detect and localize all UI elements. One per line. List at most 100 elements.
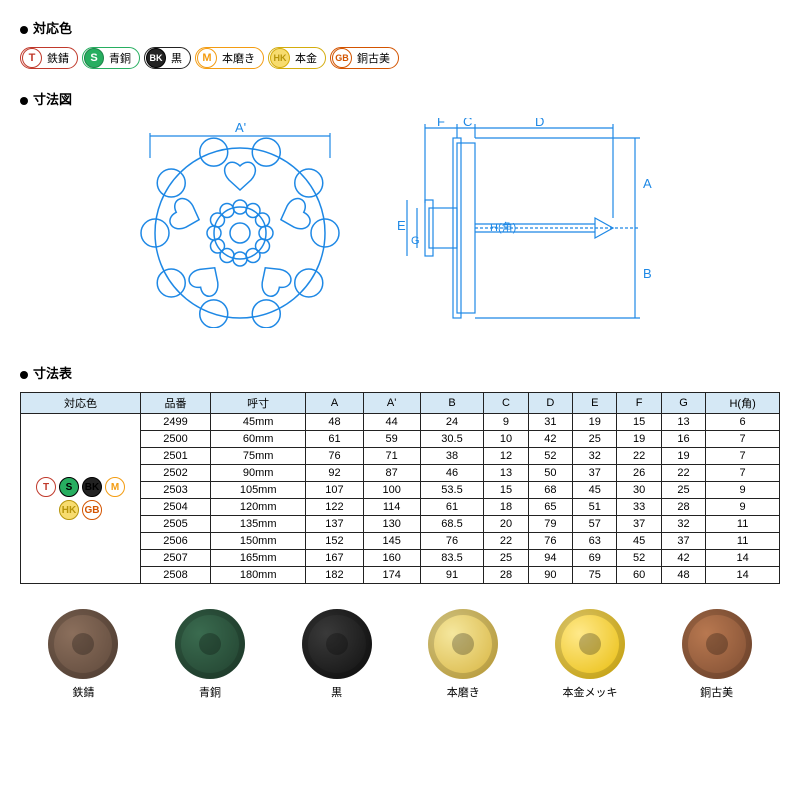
badge-label: 黒 bbox=[169, 50, 184, 66]
table-cell: 150mm bbox=[210, 533, 305, 550]
table-header-cell: E bbox=[573, 393, 617, 414]
badge-label: 本金 bbox=[293, 50, 319, 66]
table-cell: 12 bbox=[484, 448, 528, 465]
table-cell: 26 bbox=[617, 465, 661, 482]
table-cell: 19 bbox=[573, 414, 617, 431]
table-cell: 50 bbox=[528, 465, 572, 482]
table-header-cell: C bbox=[484, 393, 528, 414]
table-cell: 2504 bbox=[141, 499, 211, 516]
diagram-side: F C D A B E G H(角) bbox=[395, 118, 675, 328]
color-badge-hk: HK本金 bbox=[268, 47, 326, 69]
table-cell: 45 bbox=[573, 482, 617, 499]
finish-item: 黒 bbox=[302, 609, 372, 700]
finish-swatch bbox=[428, 609, 498, 679]
table-row: TSBKMHKGB249945mm4844249311915136 bbox=[21, 414, 780, 431]
table-cell: 90mm bbox=[210, 465, 305, 482]
table-cell: 137 bbox=[306, 516, 363, 533]
table-cell: 10 bbox=[484, 431, 528, 448]
mini-badge: T bbox=[36, 477, 56, 497]
finish-swatches-row: 鉄錆青銅黒本磨き本金メッキ銅古美 bbox=[20, 609, 780, 700]
table-cell: 61 bbox=[420, 499, 484, 516]
table-cell: 2499 bbox=[141, 414, 211, 431]
mini-badge: BK bbox=[82, 477, 102, 497]
table-cell: 2507 bbox=[141, 550, 211, 567]
table-cell: 11 bbox=[706, 516, 780, 533]
table-header-cell: B bbox=[420, 393, 484, 414]
section-title-colors: 対応色 bbox=[20, 18, 780, 37]
table-cell: 114 bbox=[363, 499, 420, 516]
table-cell: 28 bbox=[484, 567, 528, 584]
table-cell: 130 bbox=[363, 516, 420, 533]
diagram-title-text: 寸法図 bbox=[33, 92, 72, 107]
table-cell: 7 bbox=[706, 448, 780, 465]
table-cell: 11 bbox=[706, 533, 780, 550]
section-title-table: 寸法表 bbox=[20, 363, 780, 382]
finish-swatch bbox=[555, 609, 625, 679]
table-cell: 167 bbox=[306, 550, 363, 567]
table-cell: 145 bbox=[363, 533, 420, 550]
badge-circle: GB bbox=[332, 48, 352, 68]
svg-text:A': A' bbox=[235, 120, 246, 135]
finish-label: 青銅 bbox=[175, 684, 245, 700]
svg-text:G: G bbox=[411, 235, 420, 247]
table-cell: 75 bbox=[573, 567, 617, 584]
svg-text:C: C bbox=[463, 118, 472, 129]
dimension-table-wrap: 対応色品番呼寸AA'BCDEFGH(角) TSBKMHKGB249945mm48… bbox=[20, 392, 780, 584]
table-cell: 14 bbox=[706, 567, 780, 584]
dimension-diagram: A' bbox=[20, 118, 780, 338]
svg-text:D: D bbox=[535, 118, 544, 129]
table-header-cell: D bbox=[528, 393, 572, 414]
table-cell: 61 bbox=[306, 431, 363, 448]
finish-swatch bbox=[302, 609, 372, 679]
table-header-row: 対応色品番呼寸AA'BCDEFGH(角) bbox=[21, 393, 780, 414]
finish-swatch bbox=[682, 609, 752, 679]
finish-item: 鉄錆 bbox=[48, 609, 118, 700]
table-cell: 31 bbox=[528, 414, 572, 431]
table-cell: 83.5 bbox=[420, 550, 484, 567]
table-cell: 60 bbox=[617, 567, 661, 584]
table-cell: 87 bbox=[363, 465, 420, 482]
table-cell: 15 bbox=[617, 414, 661, 431]
table-cell: 28 bbox=[661, 499, 705, 516]
color-badge-t: T鉄錆 bbox=[20, 47, 78, 69]
table-cell: 9 bbox=[484, 414, 528, 431]
table-header-cell: F bbox=[617, 393, 661, 414]
table-cell: 48 bbox=[306, 414, 363, 431]
mini-badge: M bbox=[105, 477, 125, 497]
finish-item: 本金メッキ bbox=[555, 609, 625, 700]
table-cell: 22 bbox=[484, 533, 528, 550]
table-cell: 13 bbox=[661, 414, 705, 431]
table-cell: 2508 bbox=[141, 567, 211, 584]
badge-label: 鉄錆 bbox=[45, 50, 71, 66]
badge-circle: BK bbox=[146, 48, 166, 68]
badge-label: 銅古美 bbox=[355, 50, 392, 66]
table-cell: 182 bbox=[306, 567, 363, 584]
table-cell: 165mm bbox=[210, 550, 305, 567]
finish-label: 黒 bbox=[302, 684, 372, 700]
mini-badge: HK bbox=[59, 500, 79, 520]
table-cell: 42 bbox=[528, 431, 572, 448]
table-title-text: 寸法表 bbox=[33, 366, 72, 381]
color-badge-gb: GB銅古美 bbox=[330, 47, 399, 69]
table-cell: 46 bbox=[420, 465, 484, 482]
badge-circle: T bbox=[22, 48, 42, 68]
dimension-table: 対応色品番呼寸AA'BCDEFGH(角) TSBKMHKGB249945mm48… bbox=[20, 392, 780, 584]
table-cell: 16 bbox=[661, 431, 705, 448]
table-cell: 52 bbox=[617, 550, 661, 567]
table-cell: 2500 bbox=[141, 431, 211, 448]
table-cell: 22 bbox=[617, 448, 661, 465]
table-cell: 76 bbox=[420, 533, 484, 550]
table-cell: 25 bbox=[661, 482, 705, 499]
table-cell: 152 bbox=[306, 533, 363, 550]
table-cell: 105mm bbox=[210, 482, 305, 499]
color-badge-s: S青銅 bbox=[82, 47, 140, 69]
table-cell: 7 bbox=[706, 431, 780, 448]
table-cell: 52 bbox=[528, 448, 572, 465]
table-cell: 9 bbox=[706, 482, 780, 499]
table-cell: 45 bbox=[617, 533, 661, 550]
finish-item: 本磨き bbox=[428, 609, 498, 700]
table-cell: 22 bbox=[661, 465, 705, 482]
table-cell: 37 bbox=[617, 516, 661, 533]
finish-label: 鉄錆 bbox=[48, 684, 118, 700]
table-cell: 68.5 bbox=[420, 516, 484, 533]
